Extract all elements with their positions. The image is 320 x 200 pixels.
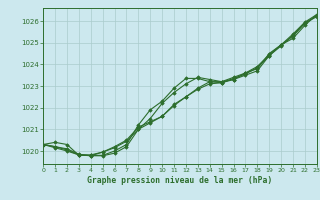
X-axis label: Graphe pression niveau de la mer (hPa): Graphe pression niveau de la mer (hPa) (87, 176, 273, 185)
